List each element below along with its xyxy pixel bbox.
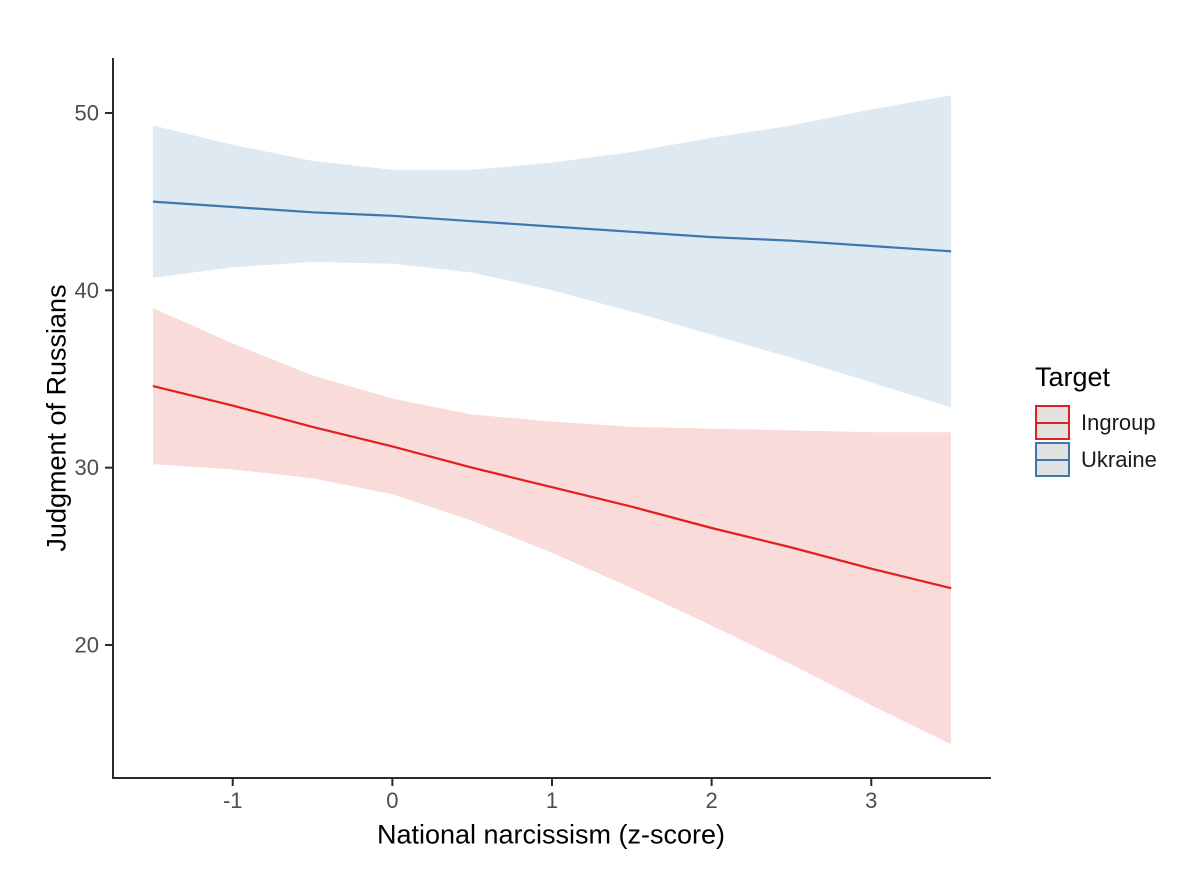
x-tick-label: -1 xyxy=(223,788,243,813)
y-tick-label: 50 xyxy=(75,100,99,125)
ingroup-ci-ribbon xyxy=(152,308,952,745)
y-axis-title: Judgment of Russians xyxy=(41,284,72,552)
legend-title: Target xyxy=(1035,362,1111,392)
legend-key-line xyxy=(1037,458,1068,461)
legend-key-line xyxy=(1037,421,1068,424)
legend: Target Ingroup Ukraine xyxy=(1035,362,1157,479)
legend-item-ingroup: Ingroup xyxy=(1035,405,1157,440)
ingroup-trend-line xyxy=(152,385,952,590)
x-tick-label: 2 xyxy=(706,788,718,813)
y-tick-label: 40 xyxy=(75,278,99,303)
legend-item-ukraine: Ukraine xyxy=(1035,442,1157,477)
y-tick-label: 20 xyxy=(75,632,99,657)
legend-label: Ingroup xyxy=(1081,409,1156,435)
legend-key-swatch xyxy=(1035,405,1070,440)
y-tick-label: 30 xyxy=(75,455,99,480)
legend-items: Ingroup Ukraine xyxy=(1035,405,1157,477)
x-tick-label: 0 xyxy=(386,788,398,813)
x-tick-label: 1 xyxy=(546,788,558,813)
ukraine-ci-ribbon xyxy=(152,95,952,408)
x-tick-label: 3 xyxy=(865,788,877,813)
ukraine-trend-line xyxy=(152,200,952,253)
legend-label: Ukraine xyxy=(1081,446,1157,472)
legend-key-swatch xyxy=(1035,442,1070,477)
x-axis-title: National narcissism (z-score) xyxy=(376,819,726,850)
